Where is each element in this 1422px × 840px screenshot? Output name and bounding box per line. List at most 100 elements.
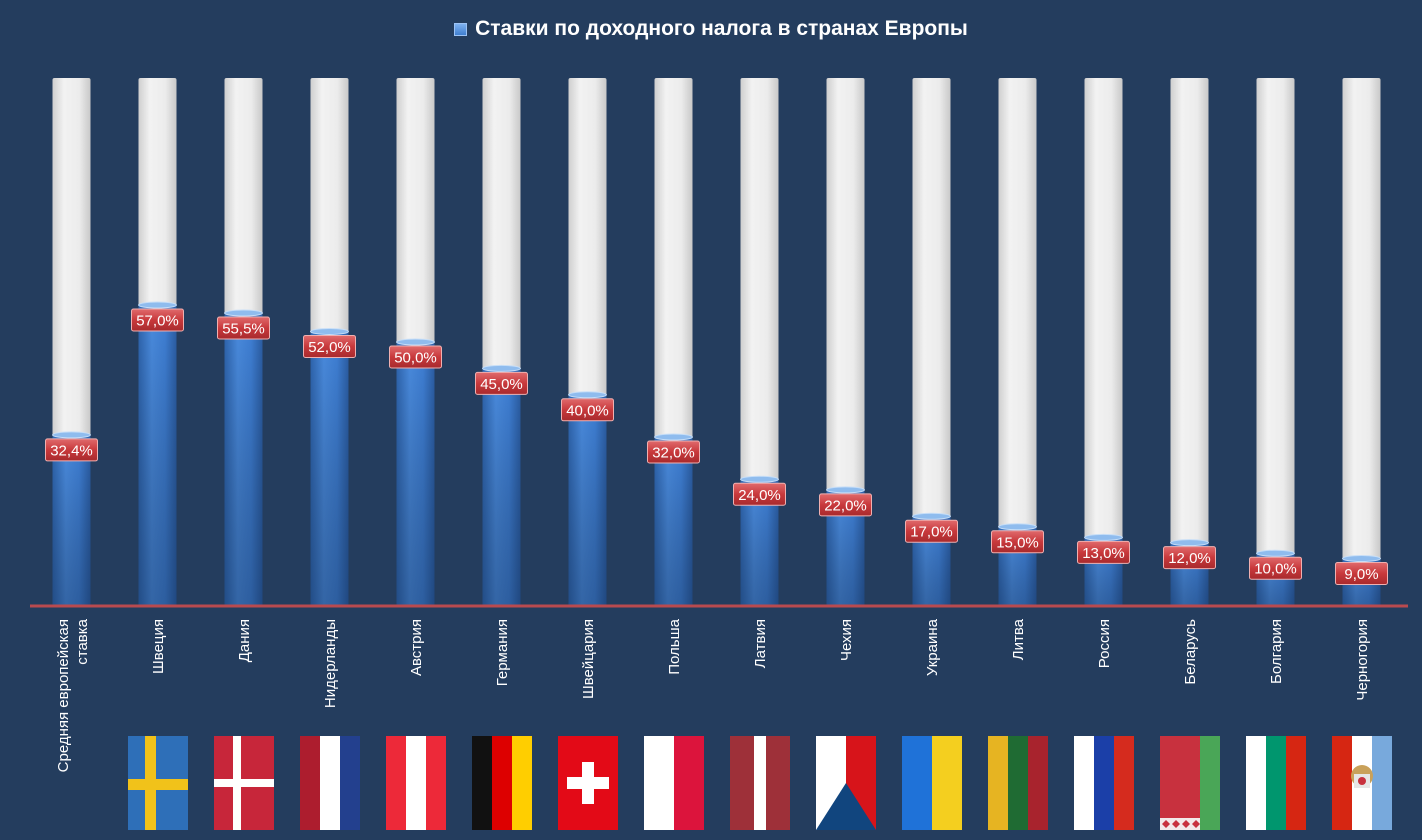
flag-lithuania-icon [987, 736, 1048, 830]
flag-netherlands-icon [299, 736, 360, 830]
flag-germany-icon [471, 736, 532, 830]
data-label-box [1335, 561, 1388, 585]
x-tick-label: Литва [1009, 619, 1028, 660]
x-tick-label: Латвия [751, 619, 770, 668]
data-label: 45,0% [475, 371, 528, 395]
data-label-box [647, 440, 700, 464]
bar-group [998, 78, 1037, 606]
bar-cap [1256, 549, 1295, 557]
data-label-text: 24,0% [738, 487, 781, 504]
bar-shade [310, 331, 349, 606]
data-label-text: 17,0% [910, 524, 953, 541]
bar-group [740, 78, 779, 606]
bar-cap [482, 364, 521, 372]
bar-track [1342, 78, 1381, 606]
bar-group [1256, 78, 1295, 606]
x-tick-label: Россия [1095, 619, 1114, 668]
flag-switzerland-icon [557, 736, 618, 830]
bar-cap [654, 433, 693, 441]
legend-swatch-icon [454, 22, 468, 36]
bar-group [1342, 78, 1381, 606]
bar-track [1084, 78, 1123, 606]
flag-ukraine-icon [901, 736, 962, 830]
x-tick-label: Австрия [407, 619, 426, 676]
x-tick-label-line: ставка [73, 619, 91, 665]
data-label-text: 52,0% [308, 339, 351, 356]
flag-russia-icon [1073, 736, 1134, 830]
bar-track [826, 78, 865, 606]
bar-group [52, 78, 91, 606]
chart-title: Ставки по доходного налога в странах Евр… [475, 17, 968, 40]
data-label: 17,0% [905, 519, 958, 543]
data-label-text: 55,5% [222, 320, 265, 337]
data-label-text: 13,0% [1082, 545, 1125, 562]
data-label-box [1249, 556, 1302, 580]
data-label-text: 57,0% [136, 313, 179, 330]
x-tick-label-line: Нидерланды [322, 619, 339, 709]
bar-group [654, 78, 693, 606]
bar-shade [568, 394, 607, 606]
bar-track [740, 78, 779, 606]
bar-cap [396, 338, 435, 346]
chart-header: Ставки по доходного налога в странах Евр… [0, 14, 1422, 44]
bar-group [396, 78, 435, 606]
data-label-box [475, 371, 528, 395]
bar-shade [482, 368, 521, 606]
data-label-text: 45,0% [480, 376, 523, 393]
bar-group [310, 78, 349, 606]
bar-group [482, 78, 521, 606]
x-tick-label-line: Дания [236, 619, 253, 663]
data-label: 57,0% [131, 308, 184, 332]
data-label: 12,0% [1163, 546, 1216, 570]
x-tick-label: Чехия [837, 619, 856, 661]
data-label-box [1077, 540, 1130, 564]
bar-shade [52, 434, 91, 606]
data-label: 13,0% [1077, 540, 1130, 564]
x-tick-label-line: Латвия [752, 619, 769, 669]
bar-cap [1342, 554, 1381, 562]
flag-latvia-icon [729, 736, 790, 830]
data-label-box [561, 398, 614, 422]
bar-group [826, 78, 865, 606]
data-label-box [217, 316, 270, 340]
x-tick-label-line: Болгария [1268, 619, 1285, 684]
x-tick-label-line: Украина [924, 619, 941, 677]
x-tick-label: Нидерланды [321, 619, 340, 708]
flag-czechia-icon [815, 736, 876, 830]
x-tick-label: Швеция [149, 619, 168, 674]
data-label-text: 10,0% [1254, 561, 1297, 578]
data-label-box [905, 519, 958, 543]
x-tick-label: Польша [665, 619, 684, 675]
data-label: 32,4% [45, 438, 98, 462]
bar-cap [310, 327, 349, 335]
x-tick-label-line: Польша [666, 619, 683, 675]
flag-poland-icon [643, 736, 704, 830]
bar-cap [138, 301, 177, 309]
data-label-text: 15,0% [996, 534, 1039, 551]
data-label-text: 40,0% [566, 402, 609, 419]
x-tick-label: Германия [493, 619, 512, 686]
data-label: 15,0% [991, 530, 1044, 554]
data-label: 52,0% [303, 334, 356, 358]
data-label: 55,5% [217, 316, 270, 340]
data-label-box [131, 308, 184, 332]
bar-group [224, 78, 263, 606]
data-label-text: 9,0% [1344, 566, 1378, 583]
data-label-text: 12,0% [1168, 550, 1211, 567]
bar-track [998, 78, 1037, 606]
bar-cap [568, 391, 607, 399]
data-label-box [303, 334, 356, 358]
flag-montenegro-icon [1331, 736, 1392, 830]
bar-group [1084, 78, 1123, 606]
bar-cap [1170, 539, 1209, 547]
x-tick-label-line: Германия [494, 619, 511, 687]
data-label-text: 32,4% [50, 442, 93, 459]
flag-denmark-icon [213, 736, 274, 830]
x-tick-label-line: Средняя европейская [54, 619, 72, 773]
data-label-box [991, 530, 1044, 554]
bar-cap [826, 486, 865, 494]
x-tick-label: Болгария [1267, 619, 1286, 684]
x-tick-label-line: Беларусь [1182, 619, 1199, 685]
data-label: 9,0% [1335, 561, 1388, 585]
x-tick-label-line: Россия [1096, 619, 1113, 669]
